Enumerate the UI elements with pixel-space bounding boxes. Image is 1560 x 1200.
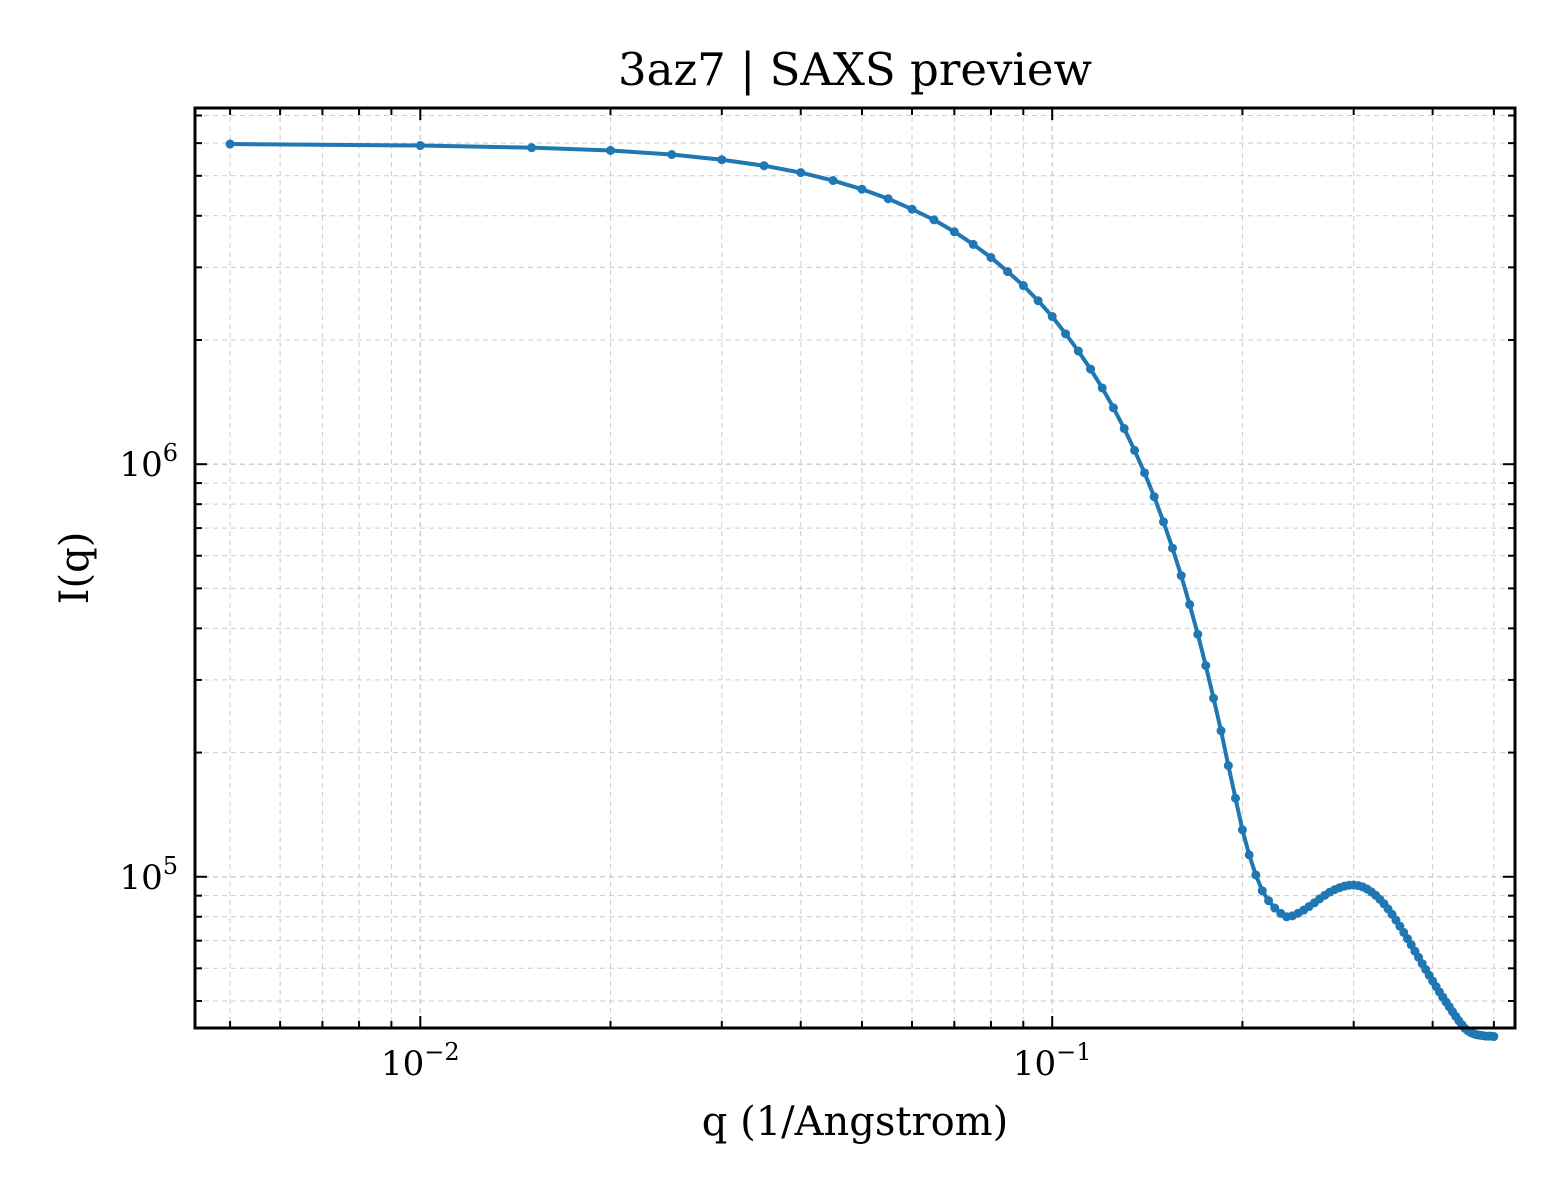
data-point (828, 176, 838, 186)
data-point (1108, 403, 1118, 413)
data-point (1176, 571, 1186, 581)
data-point (1237, 825, 1247, 835)
data-point (1185, 600, 1195, 610)
data-point (1257, 886, 1267, 896)
data-point (606, 145, 616, 155)
data-point (949, 227, 959, 237)
plot-frame (193, 106, 1517, 1030)
data-point (1209, 693, 1219, 703)
data-point (1223, 761, 1233, 771)
data-point (1149, 492, 1159, 502)
data-point (1047, 312, 1057, 322)
data-point (1140, 468, 1150, 478)
data-point (1244, 850, 1254, 860)
data-point (1097, 383, 1107, 393)
data-point (667, 150, 677, 160)
data-point (883, 194, 893, 204)
data-point (225, 139, 235, 149)
data-point (1003, 267, 1013, 277)
data-point (907, 204, 917, 214)
x-tick-label: 10−2 (381, 1038, 460, 1084)
x-tick-label: 10−1 (1013, 1038, 1092, 1084)
data-point (1489, 1032, 1499, 1042)
data-point (1167, 543, 1177, 553)
data-point (1086, 364, 1096, 374)
data-point (1119, 424, 1129, 434)
data-point (1251, 870, 1261, 880)
data-point (1033, 296, 1043, 306)
series-layer (225, 139, 1499, 1042)
data-point (986, 252, 996, 262)
data-point (1216, 726, 1226, 736)
data-point (929, 215, 939, 225)
y-tick-label: 106 (119, 439, 178, 485)
y-axis-label: I(q) (52, 532, 98, 605)
data-point (1158, 517, 1168, 527)
data-point (1130, 445, 1140, 455)
data-point (527, 143, 537, 153)
chart-title: 3az7 | SAXS preview (618, 43, 1092, 96)
data-point (1201, 661, 1211, 671)
data-point (1061, 329, 1071, 339)
data-point (1073, 346, 1083, 356)
data-point (1193, 629, 1203, 639)
x-axis-label: q (1/Angstrom) (702, 1099, 1008, 1145)
data-point (1018, 281, 1028, 291)
data-point (1230, 793, 1240, 803)
tick-labels: 10−2 10−1 105 106 (119, 439, 1091, 1084)
data-point (1264, 896, 1274, 906)
y-tick-label: 105 (119, 852, 178, 898)
data-point (717, 155, 727, 165)
data-point (759, 161, 769, 171)
data-point (857, 184, 867, 194)
data-point (968, 239, 978, 249)
data-point (415, 141, 425, 151)
data-point (796, 168, 806, 178)
data-point (1270, 903, 1280, 913)
